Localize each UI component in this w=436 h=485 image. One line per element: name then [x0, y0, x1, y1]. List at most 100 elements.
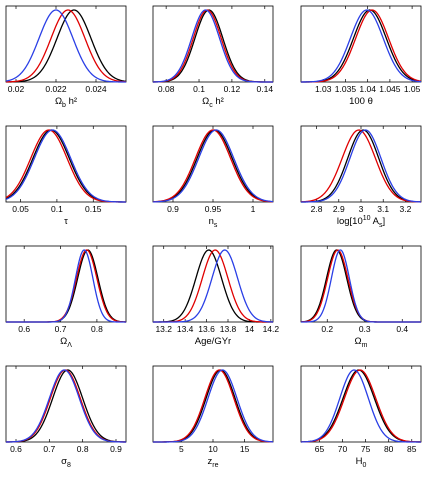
panel-11: 65 70 75 80 85 H0​: [300, 365, 422, 469]
panel-7: 13.2 13.4 13.6 13.8 14 14.2 Age/GYr: [152, 245, 280, 347]
series-line-black: [152, 129, 274, 203]
panel-5: 2.8 2.9 3 3.1 3.2 log[1010 As]: [300, 125, 422, 229]
series-line-red: [153, 249, 273, 323]
tick-label: 3.2: [400, 204, 412, 214]
x-axis-label: 100 θ: [349, 96, 373, 107]
tick-label: 0.6: [10, 444, 22, 454]
series-line-blue: [5, 129, 126, 203]
axes-frame: [300, 125, 422, 203]
panel-3: 0.05 0.1 0.15 τ: [5, 125, 127, 227]
series-line-blue: [300, 369, 421, 443]
tick-label: 70: [338, 444, 348, 454]
panel-10: 5 10 15 zre​: [152, 365, 274, 469]
series-line-red: [5, 9, 127, 83]
tick-label: 2.8: [311, 204, 323, 214]
series-line-black: [5, 9, 127, 83]
x-axis-label: Ωb h²: [55, 96, 77, 109]
series-line-blue: [153, 369, 274, 443]
tick-label: 0.4: [396, 324, 408, 334]
series-line-black: [300, 249, 421, 323]
series-line-red: [300, 129, 422, 203]
tick-label: 1.03: [315, 84, 332, 94]
series-line-black: [153, 249, 273, 323]
series-line-black: [6, 249, 127, 323]
tick-label: 0.05: [12, 204, 29, 214]
axes-frame: [5, 245, 127, 323]
axes-frame: [300, 245, 422, 323]
tick-label: 85: [407, 444, 417, 454]
series-line-blue: [152, 9, 273, 83]
series-line-black: [5, 129, 127, 203]
series-line-blue: [5, 9, 127, 83]
series-line-black: [301, 9, 422, 83]
tick-label: 5: [179, 444, 184, 454]
axes-frame: [300, 365, 422, 443]
tick-label: 13.6: [198, 324, 215, 334]
tick-label: 0.022: [45, 84, 67, 94]
x-axis-label: H0​: [356, 456, 367, 469]
x-axis-label: ΩΛ​: [60, 336, 72, 349]
series-line-red: [5, 369, 126, 443]
tick-label: 3: [359, 204, 364, 214]
tick-label: 14.2: [263, 324, 280, 334]
series-line-red: [301, 9, 422, 83]
tick-label: 0.024: [85, 84, 107, 94]
series-line-black: [153, 369, 274, 443]
tick-label: 0.12: [224, 84, 241, 94]
tick-label: 1.045: [379, 84, 401, 94]
x-axis-label: Ωc h²: [202, 96, 224, 109]
tick-label: 0.9: [167, 204, 179, 214]
tick-label: 0.6: [18, 324, 30, 334]
axes-frame: [5, 365, 127, 443]
axes-frame: [152, 5, 274, 83]
tick-label: 1.05: [404, 84, 421, 94]
tick-label: 1.04: [359, 84, 376, 94]
axes-frame: [152, 125, 274, 203]
series-line-blue: [153, 249, 274, 323]
tick-label: 14: [245, 324, 255, 334]
tick-label: 1: [251, 204, 256, 214]
tick-label: 75: [361, 444, 371, 454]
series-line-red: [152, 129, 274, 203]
panel-8: 0.2 0.3 0.4 Ωm​: [300, 245, 422, 349]
tick-label: 80: [384, 444, 394, 454]
tick-label: 0.7: [55, 324, 67, 334]
series-line-black: [6, 369, 127, 443]
panel-0: 0.02 0.022 0.024 Ωb h²: [5, 5, 127, 109]
tick-label: 1.035: [335, 84, 357, 94]
axes-frame: [5, 5, 127, 83]
tick-label: 0.8: [91, 324, 103, 334]
tick-label: 0.9: [110, 444, 122, 454]
panel-9: 0.6 0.7 0.8 0.9 σ8​: [5, 365, 127, 469]
x-axis-label: ns​: [209, 216, 218, 229]
tick-label: 2.9: [333, 204, 345, 214]
tick-label: 13.2: [155, 324, 172, 334]
tick-label: 13.8: [220, 324, 237, 334]
tick-label: 13.4: [177, 324, 194, 334]
series-line-blue: [6, 249, 126, 323]
axes-frame: [152, 245, 274, 323]
series-line-red: [300, 369, 422, 443]
tick-label: 10: [208, 444, 218, 454]
series-line-black: [300, 129, 422, 203]
series-line-blue: [300, 9, 422, 83]
tick-label: 0.15: [85, 204, 102, 214]
panel-1: 0.08 0.1 0.12 0.14 Ωc h²: [152, 5, 274, 109]
x-axis-label: Age/GYr: [195, 336, 231, 347]
tick-label: 0.2: [321, 324, 333, 334]
tick-label: 0.14: [257, 84, 274, 94]
tick-label: 0.95: [205, 204, 222, 214]
series-line-blue: [300, 129, 422, 203]
tick-label: 0.1: [51, 204, 63, 214]
series-line-blue: [301, 249, 421, 323]
tick-label: 0.1: [193, 84, 205, 94]
tick-label: 0.7: [43, 444, 55, 454]
series-line-black: [300, 369, 421, 443]
series-line-red: [300, 249, 421, 323]
tick-label: 0.8: [77, 444, 89, 454]
tick-label: 3.1: [377, 204, 389, 214]
x-axis-label: Ωm​: [355, 336, 368, 349]
tick-label: 0.3: [359, 324, 371, 334]
tick-label: 15: [240, 444, 250, 454]
